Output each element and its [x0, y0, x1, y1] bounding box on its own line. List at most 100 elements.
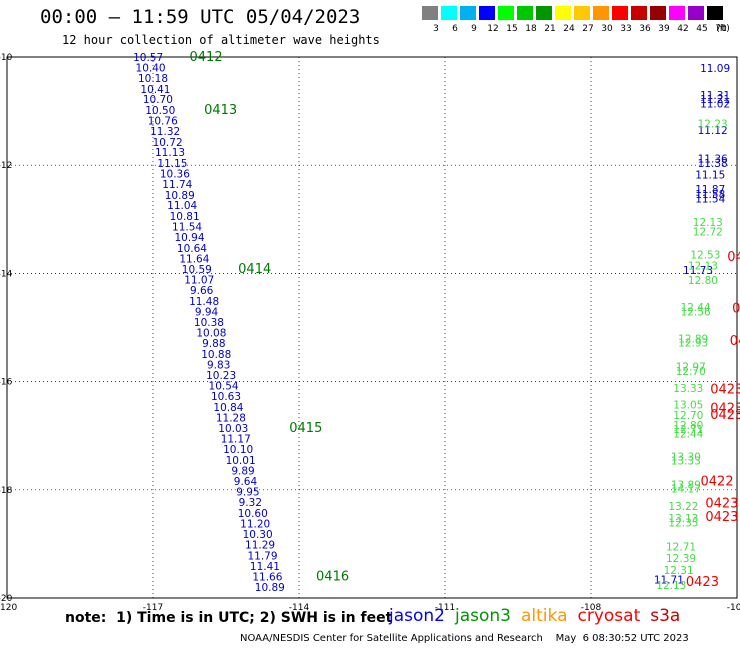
data-label: 13.33: [673, 383, 703, 395]
data-label: 10.94: [174, 232, 204, 244]
data-label: 12.97: [676, 361, 706, 373]
data-label: 12.53: [690, 249, 720, 261]
data-label: 11.21: [700, 94, 730, 106]
data-label: 11.64: [179, 253, 209, 265]
data-label: 11.54: [695, 194, 725, 206]
data-label: 11.09: [700, 63, 730, 75]
y-tick-label: -14: [0, 269, 13, 279]
data-label: 13.13: [668, 513, 698, 525]
legend-label: 33: [620, 24, 632, 34]
data-label: 10.18: [138, 73, 168, 85]
data-label: 12.13: [693, 217, 723, 229]
legend-label: 45: [696, 24, 708, 34]
pass-label: 0423: [710, 402, 740, 417]
legend-label: 36: [639, 24, 651, 34]
data-label: 11.66: [252, 571, 282, 583]
data-label: 10.64: [177, 243, 207, 255]
data-label: 13.33: [671, 456, 701, 468]
x-tick-label: -120: [0, 603, 17, 613]
pass-label: 0416: [316, 569, 349, 584]
data-label: 11.15: [157, 158, 187, 170]
pass-label: 0415: [289, 421, 322, 436]
data-label: 11.87: [695, 184, 725, 196]
data-label: 12.35: [668, 517, 698, 529]
data-label: 9.83: [207, 359, 230, 371]
data-label: 12.71: [673, 424, 703, 436]
pass-label: 0423: [705, 510, 738, 525]
pass-label: 0414: [238, 262, 271, 277]
data-label: 12.72: [693, 227, 723, 239]
data-label: 11.02: [700, 99, 730, 111]
legend-swatch: [669, 6, 685, 20]
data-label: 10.89: [165, 190, 195, 202]
legend-swatch: [536, 6, 552, 20]
legend-swatch: [650, 6, 666, 20]
legend-label: 3: [433, 24, 439, 34]
footer-note: note: 1) Time is in UTC; 2) SWH is in fe…: [65, 610, 393, 626]
legend-swatch: [707, 6, 723, 20]
data-label: 11.54: [172, 221, 202, 233]
satellite-label: s3a: [650, 606, 681, 626]
data-label: 11.41: [250, 561, 280, 573]
legend-label: 30: [601, 24, 613, 34]
data-label: 10.41: [140, 84, 170, 96]
data-label: 10.57: [133, 52, 163, 64]
legend-label: 15: [506, 24, 518, 34]
data-label: 12.44: [673, 429, 703, 441]
legend-swatch: [498, 6, 514, 20]
data-label: 12.80: [673, 420, 703, 432]
data-label: 11.48: [189, 296, 219, 308]
data-label: 10.89: [255, 582, 285, 594]
data-label: 10.88: [201, 349, 231, 361]
data-label: 10.84: [213, 402, 243, 414]
pass-label: 042: [730, 334, 740, 349]
data-label: 12.80: [688, 275, 718, 287]
data-label: 11.71: [654, 575, 684, 587]
legend-swatch: [422, 6, 438, 20]
legend-swatch: [479, 6, 495, 20]
legend-label: 21: [544, 24, 556, 34]
pass-label: 0423: [710, 383, 740, 398]
data-label: 13.05: [673, 399, 703, 411]
legend-swatch: [441, 6, 457, 20]
legend-swatch: [688, 6, 704, 20]
data-label: 11.29: [245, 539, 275, 551]
data-label: 10.54: [209, 380, 239, 392]
credit-line: NOAA/NESDIS Center for Satellite Applica…: [240, 633, 689, 644]
legend-unit: (ft): [716, 24, 730, 34]
data-label: 11.28: [216, 412, 246, 424]
data-label: 11.74: [162, 179, 192, 191]
data-label: 9.64: [234, 476, 258, 488]
legend-swatch: [517, 6, 533, 20]
data-label: 10.63: [211, 391, 241, 403]
satellite-label: altika: [521, 606, 568, 626]
data-label: 10.59: [182, 264, 212, 276]
y-tick-label: -12: [0, 161, 12, 171]
y-tick-label: -10: [0, 53, 13, 63]
data-label: 10.40: [136, 62, 166, 74]
chart-title: 00:00 — 11:59 UTC 05/04/2023: [40, 6, 361, 28]
satellite-legend: jason2 jason3 altika cryosat s3a: [389, 606, 690, 626]
data-label: 10.10: [223, 444, 253, 456]
data-label: 11.17: [221, 433, 251, 445]
y-tick-label: -16: [0, 378, 13, 388]
x-tick-label: -108: [581, 603, 602, 613]
x-tick-label: -111: [435, 603, 455, 613]
data-label: 11.38: [698, 158, 728, 170]
pass-label: 042: [732, 302, 740, 317]
pass-label: 0412: [190, 50, 223, 65]
pass-label: 0422: [701, 475, 734, 490]
legend-label: 18: [525, 24, 537, 34]
data-label: 12.23: [698, 119, 728, 131]
y-tick-label: -20: [0, 594, 13, 604]
data-label: 12.13: [688, 260, 718, 272]
pass-label: 0413: [204, 103, 237, 118]
data-label: 10.30: [243, 529, 273, 541]
pass-label: 0423: [686, 575, 719, 590]
data-label: 12.70: [676, 366, 706, 378]
data-label: 11.79: [247, 550, 277, 562]
data-label: 9.88: [202, 338, 225, 350]
legend-swatch: [631, 6, 647, 20]
data-label: 12.93: [678, 338, 708, 350]
legend-swatch: [593, 6, 609, 20]
